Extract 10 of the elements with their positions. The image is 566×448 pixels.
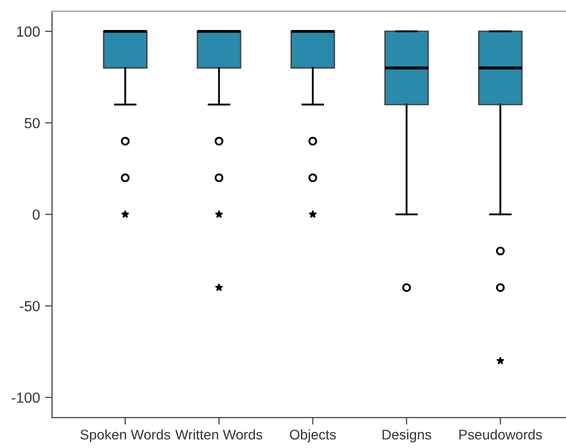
y-tick-label: -100: [12, 392, 40, 403]
x-tick-label: Pseudowords: [459, 429, 542, 440]
y-tick-label: -50: [20, 300, 40, 312]
y-tick-label: 50: [24, 118, 40, 128]
x-tick-label: Objects: [290, 429, 336, 442]
y-tick-label: 0: [32, 209, 40, 220]
y-tick-label: 100: [17, 26, 40, 37]
x-tick-label: Written Words: [175, 429, 262, 440]
x-tick-label: Spoken Words: [80, 429, 170, 442]
x-tick-label: Designs: [382, 429, 432, 442]
